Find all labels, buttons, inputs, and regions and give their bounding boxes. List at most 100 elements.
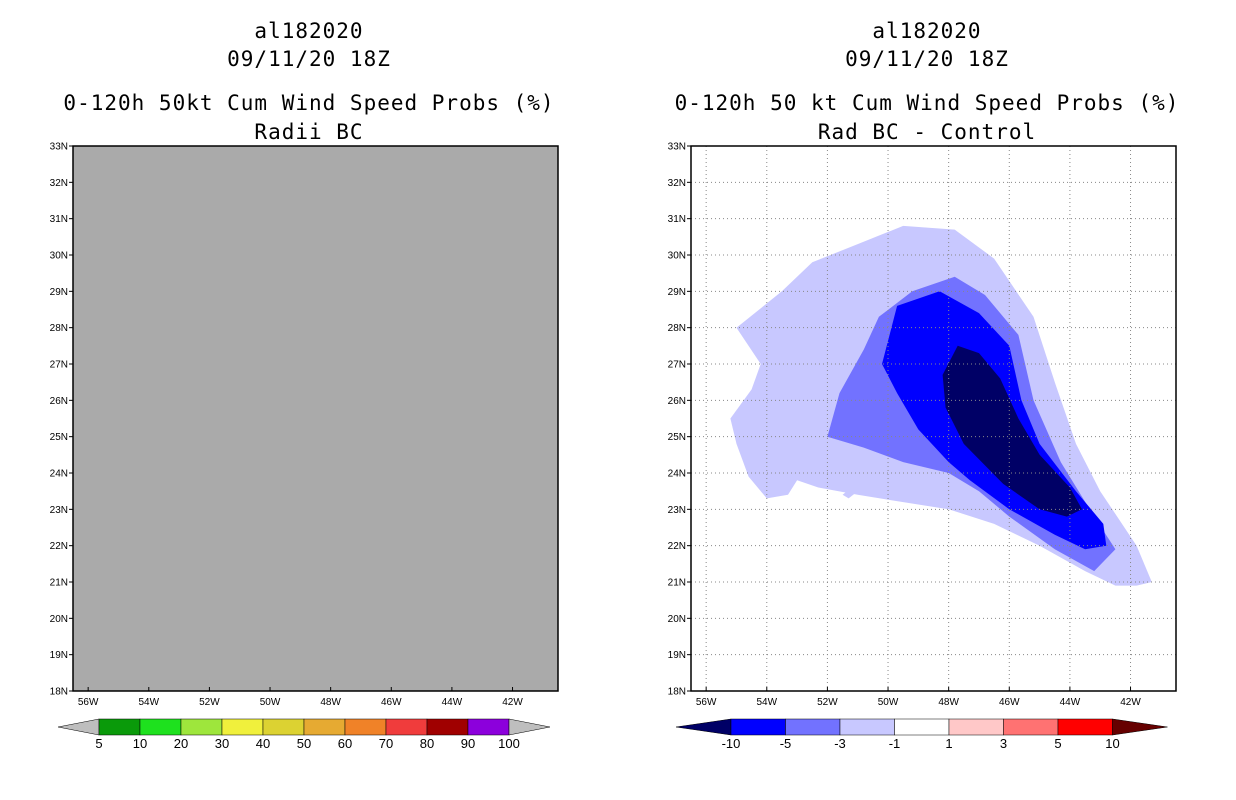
right-contour-field [730,225,1152,586]
colorbar-label: 5 [1054,736,1061,751]
colorbar-label: 30 [215,736,229,751]
lat-tick-label: 30N [668,251,686,262]
colorbar-segment [1057,718,1113,736]
colorbar-segment [894,718,950,736]
left-lon-axis: 56W 54W 52W 50W 48W 46W 44W 42W [78,687,523,708]
colorbar-label: 100 [498,736,520,751]
lat-tick-label: 21N [50,578,68,589]
colorbar-label: 70 [379,736,393,751]
contour-region [842,487,858,499]
lat-tick-label: 27N [668,360,686,371]
colorbar-segment [948,718,1004,736]
lat-tick-label: 29N [668,287,686,298]
left-datetime: 09/11/20 18Z [227,47,391,71]
colorbar-label: -1 [889,736,901,751]
colorbar-label: 20 [174,736,188,751]
lon-tick-label: 54W [139,697,160,708]
colorbar-label: 50 [297,736,311,751]
lon-tick-label: 50W [878,697,899,708]
lat-tick-label: 27N [50,360,68,371]
lat-tick-label: 31N [50,214,68,225]
right-map-frame [690,145,1177,692]
colorbar-label: -5 [780,736,792,751]
colorbar-segment [139,718,182,736]
lat-tick-label: 28N [50,323,68,334]
lon-tick-label: 42W [502,697,523,708]
lon-tick-label: 48W [938,697,959,708]
lon-tick-label: 44W [1060,697,1081,708]
left-storm-id: al182020 [254,19,363,43]
colorbar-segment [98,718,141,736]
colorbar-label: 80 [420,736,434,751]
lat-tick-label: 21N [668,578,686,589]
lon-tick-label: 56W [696,697,717,708]
colorbar-min-arrow [675,718,732,736]
lat-tick-label: 23N [668,505,686,516]
left-map-area [72,145,559,692]
colorbar-max-arrow [1112,718,1168,736]
lon-tick-label: 54W [757,697,778,708]
lat-tick-label: 25N [50,432,68,443]
colorbar-segment [344,718,387,736]
lat-tick-label: 25N [668,432,686,443]
colorbar-segment [221,718,264,736]
lon-tick-label: 44W [442,697,463,708]
colorbar-label: 1 [945,736,952,751]
left-lat-axis: 33N 32N 31N 30N 29N 28N 27N 26N 25N 24N 23N 22N 21N 2… [50,142,73,698]
colorbar-label: -10 [722,736,741,751]
colorbar-min-arrow [57,718,100,736]
lon-tick-label: 52W [817,697,838,708]
lat-tick-label: 24N [668,469,686,480]
colorbar-segment [426,718,469,736]
colorbar-label: 10 [1105,736,1119,751]
lat-tick-label: 22N [50,541,68,552]
right-gridlines [691,146,1176,691]
lat-tick-label: 26N [50,396,68,407]
colorbar-max-arrow [508,718,551,736]
lat-tick-label: 19N [668,650,686,661]
right-datetime: 09/11/20 18Z [845,47,1009,71]
colorbar-label: -3 [834,736,846,751]
lat-tick-label: 22N [668,541,686,552]
lat-tick-label: 23N [50,505,68,516]
colorbar-label: 5 [95,736,102,751]
lat-tick-label: 29N [50,287,68,298]
lon-tick-label: 46W [999,697,1020,708]
lat-tick-label: 30N [50,251,68,262]
right-subtitle: Rad BC - Control [818,120,1036,144]
left-subtitle: Radii BC [254,120,363,144]
lat-tick-label: 20N [668,614,686,625]
lat-tick-label: 26N [668,396,686,407]
lat-tick-label: 18N [50,687,68,698]
lat-tick-label: 24N [50,469,68,480]
lat-tick-label: 32N [668,178,686,189]
lat-tick-label: 20N [50,614,68,625]
left-panel: al182020 09/11/20 18Z 0-120h 50kt Cum Wi… [50,19,559,751]
colorbar-segment [839,718,895,736]
colorbar-segment [785,718,841,736]
lat-tick-label: 18N [668,687,686,698]
left-title: 0-120h 50kt Cum Wind Speed Probs (%) [63,91,554,115]
right-storm-id: al182020 [872,19,981,43]
colorbar-segment [1003,718,1059,736]
lon-tick-label: 46W [381,697,402,708]
colorbar-segment [303,718,346,736]
contour-region [942,345,1082,517]
right-title: 0-120h 50 kt Cum Wind Speed Probs (%) [675,91,1180,115]
lat-tick-label: 33N [668,142,686,153]
colorbar-label: 3 [1000,736,1007,751]
colorbar-segment [180,718,223,736]
colorbar-segment [262,718,305,736]
colorbar-label: 40 [256,736,270,751]
colorbar-label: 60 [338,736,352,751]
lon-tick-label: 50W [260,697,281,708]
right-colorbar: -10 -5 -3 -1 1 3 5 10 [675,718,1168,751]
colorbar-label: 90 [461,736,475,751]
colorbar-segment [730,718,786,736]
lat-tick-label: 19N [50,650,68,661]
lon-tick-label: 42W [1120,697,1141,708]
colorbar-label: 10 [133,736,147,751]
lon-tick-label: 52W [199,697,220,708]
colorbar-segment [467,718,510,736]
